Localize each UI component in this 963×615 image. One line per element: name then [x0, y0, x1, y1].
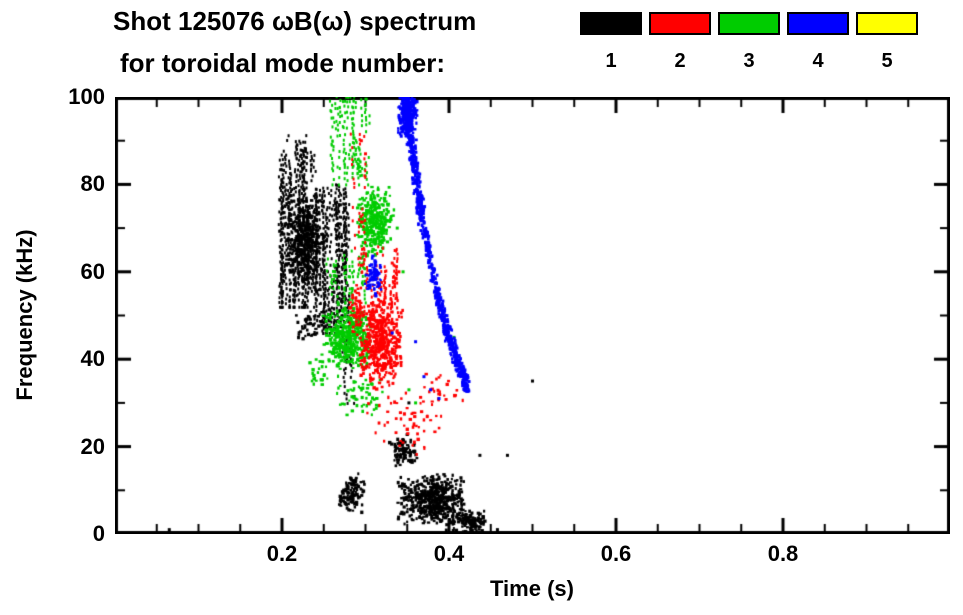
y-tick-label: 80	[80, 171, 105, 197]
y-tick-label: 0	[92, 521, 105, 546]
y-tick-label: 20	[80, 433, 105, 459]
legend-swatch-n3	[718, 12, 780, 35]
legend-swatch-n4	[787, 12, 849, 35]
legend-swatch-n2	[649, 12, 711, 35]
spectrum-canvas	[115, 97, 950, 534]
legend-number-n3: 3	[743, 50, 755, 72]
legend-item-n5: 5	[856, 12, 918, 73]
legend-item-n2: 2	[649, 12, 711, 73]
legend-number-n4: 4	[812, 50, 824, 72]
legend-number-n5: 5	[881, 50, 893, 72]
x-tick-label: 0.6	[600, 541, 632, 566]
plot-area	[115, 97, 950, 534]
y-tick-label: 100	[68, 84, 105, 109]
y-tick-label: 40	[80, 346, 105, 372]
x-axis-label: Time (s)	[490, 576, 574, 601]
legend-item-n3: 3	[718, 12, 780, 73]
legend-number-n2: 2	[674, 50, 686, 72]
mode-legend: 1 2 3 4 5	[580, 12, 918, 73]
chart-subtitle: for toroidal mode number:	[120, 48, 445, 78]
chart-title: Shot 125076 ωB(ω) spectrum	[113, 6, 477, 36]
y-axis-label: Frequency (kHz)	[12, 229, 37, 401]
x-tick-label: 0.4	[433, 541, 465, 566]
legend-number-n1: 1	[605, 50, 617, 72]
x-tick-label: 0.8	[767, 541, 799, 566]
legend-swatch-n5	[856, 12, 918, 35]
x-tick-label: 0.2	[266, 541, 298, 566]
legend-item-n1: 1	[580, 12, 642, 73]
legend-swatch-n1	[580, 12, 642, 35]
legend-item-n4: 4	[787, 12, 849, 73]
y-tick-label: 60	[80, 258, 105, 284]
